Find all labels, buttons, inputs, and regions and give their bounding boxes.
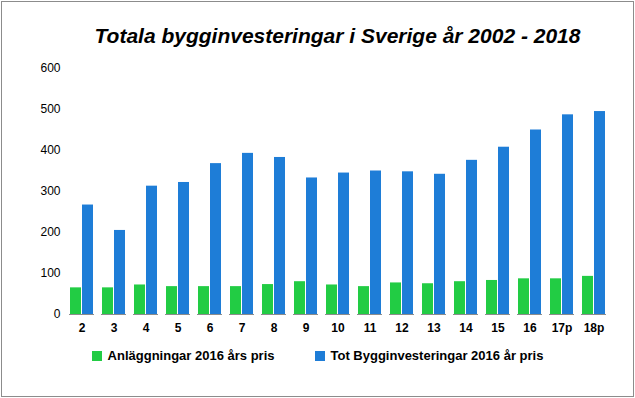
svg-text:10: 10: [331, 321, 345, 335]
svg-text:600: 600: [40, 61, 60, 75]
html-text:Tot Bygginvesteringar 2016 år: Tot Bygginvesteringar 2016 år pris: [330, 348, 544, 363]
svg-text:6: 6: [207, 321, 214, 335]
html-text:Totala bygginvesteringar i Sve: Totala bygginvesteringar i Sverige år 20…: [94, 24, 581, 47]
svg-text:2: 2: [79, 321, 86, 335]
svg-text:13: 13: [427, 321, 441, 335]
svg-text:8: 8: [271, 321, 278, 335]
svg-text:4: 4: [143, 321, 150, 335]
svg-text:12: 12: [395, 321, 409, 335]
svg-text:5: 5: [175, 321, 182, 335]
svg-text:7: 7: [239, 321, 246, 335]
svg-text:100: 100: [40, 266, 60, 280]
svg-text:300: 300: [40, 184, 60, 198]
svg-text:17p: 17p: [552, 321, 573, 335]
svg-text:500: 500: [40, 102, 60, 116]
svg-text:14: 14: [459, 321, 473, 335]
html-text:Anläggningar 2016 års pris: Anläggningar 2016 års pris: [107, 348, 275, 363]
svg-text:11: 11: [364, 321, 377, 335]
svg-text:0: 0: [54, 307, 61, 321]
svg-text:18p: 18p: [584, 321, 605, 335]
svg-text:9: 9: [303, 321, 310, 335]
svg-text:3: 3: [111, 321, 118, 335]
svg-text:400: 400: [40, 143, 60, 157]
svg-text:16: 16: [523, 321, 537, 335]
svg-text:200: 200: [40, 225, 60, 239]
svg-text:15: 15: [491, 321, 505, 335]
